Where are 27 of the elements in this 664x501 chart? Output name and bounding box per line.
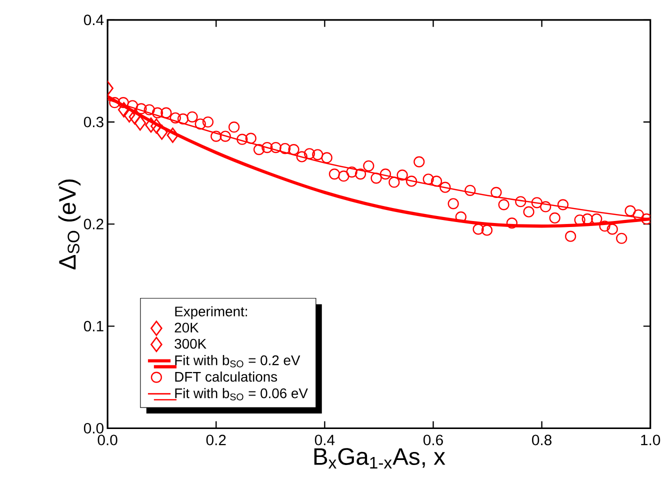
y-tick-label: 0.2 xyxy=(84,218,104,230)
point xyxy=(156,124,168,140)
point xyxy=(123,107,136,123)
x-tick-label: 0.6 xyxy=(423,434,443,446)
x-tick-label: 0.0 xyxy=(98,434,118,446)
y-tick-label: 0.1 xyxy=(84,320,104,332)
y-tick-label: 0.4 xyxy=(84,14,104,26)
legend-label: Fit with b$_{SO}$ = 0.2 eV xyxy=(175,355,300,368)
legend-label: 20K xyxy=(174,322,199,333)
point xyxy=(145,117,157,133)
y-axis-title: Δ$_{SO}$ (eV) xyxy=(58,180,81,270)
legend-label: 300K xyxy=(174,338,206,349)
x-tick-label: 0.4 xyxy=(314,434,335,446)
x-axis-title: B$_{x}$Ga$_{1-x}$As, x xyxy=(314,448,446,468)
y-tick-label: 0.0 xyxy=(84,422,104,434)
point xyxy=(166,128,179,143)
y-tick-label: 0.3 xyxy=(84,116,104,128)
point xyxy=(150,118,162,134)
legend-title: Experiment: xyxy=(175,306,247,320)
x-tick-label: 0.2 xyxy=(206,434,226,446)
x-tick-label: 0.8 xyxy=(532,434,552,446)
legend-label: DFT calculations xyxy=(175,372,278,382)
point xyxy=(134,115,146,131)
x-tick-label: 1.0 xyxy=(641,434,660,446)
legend-label: Fit with b$_{SO}$ = 0.06 eV xyxy=(175,388,308,400)
point xyxy=(128,109,141,125)
point xyxy=(118,102,130,118)
